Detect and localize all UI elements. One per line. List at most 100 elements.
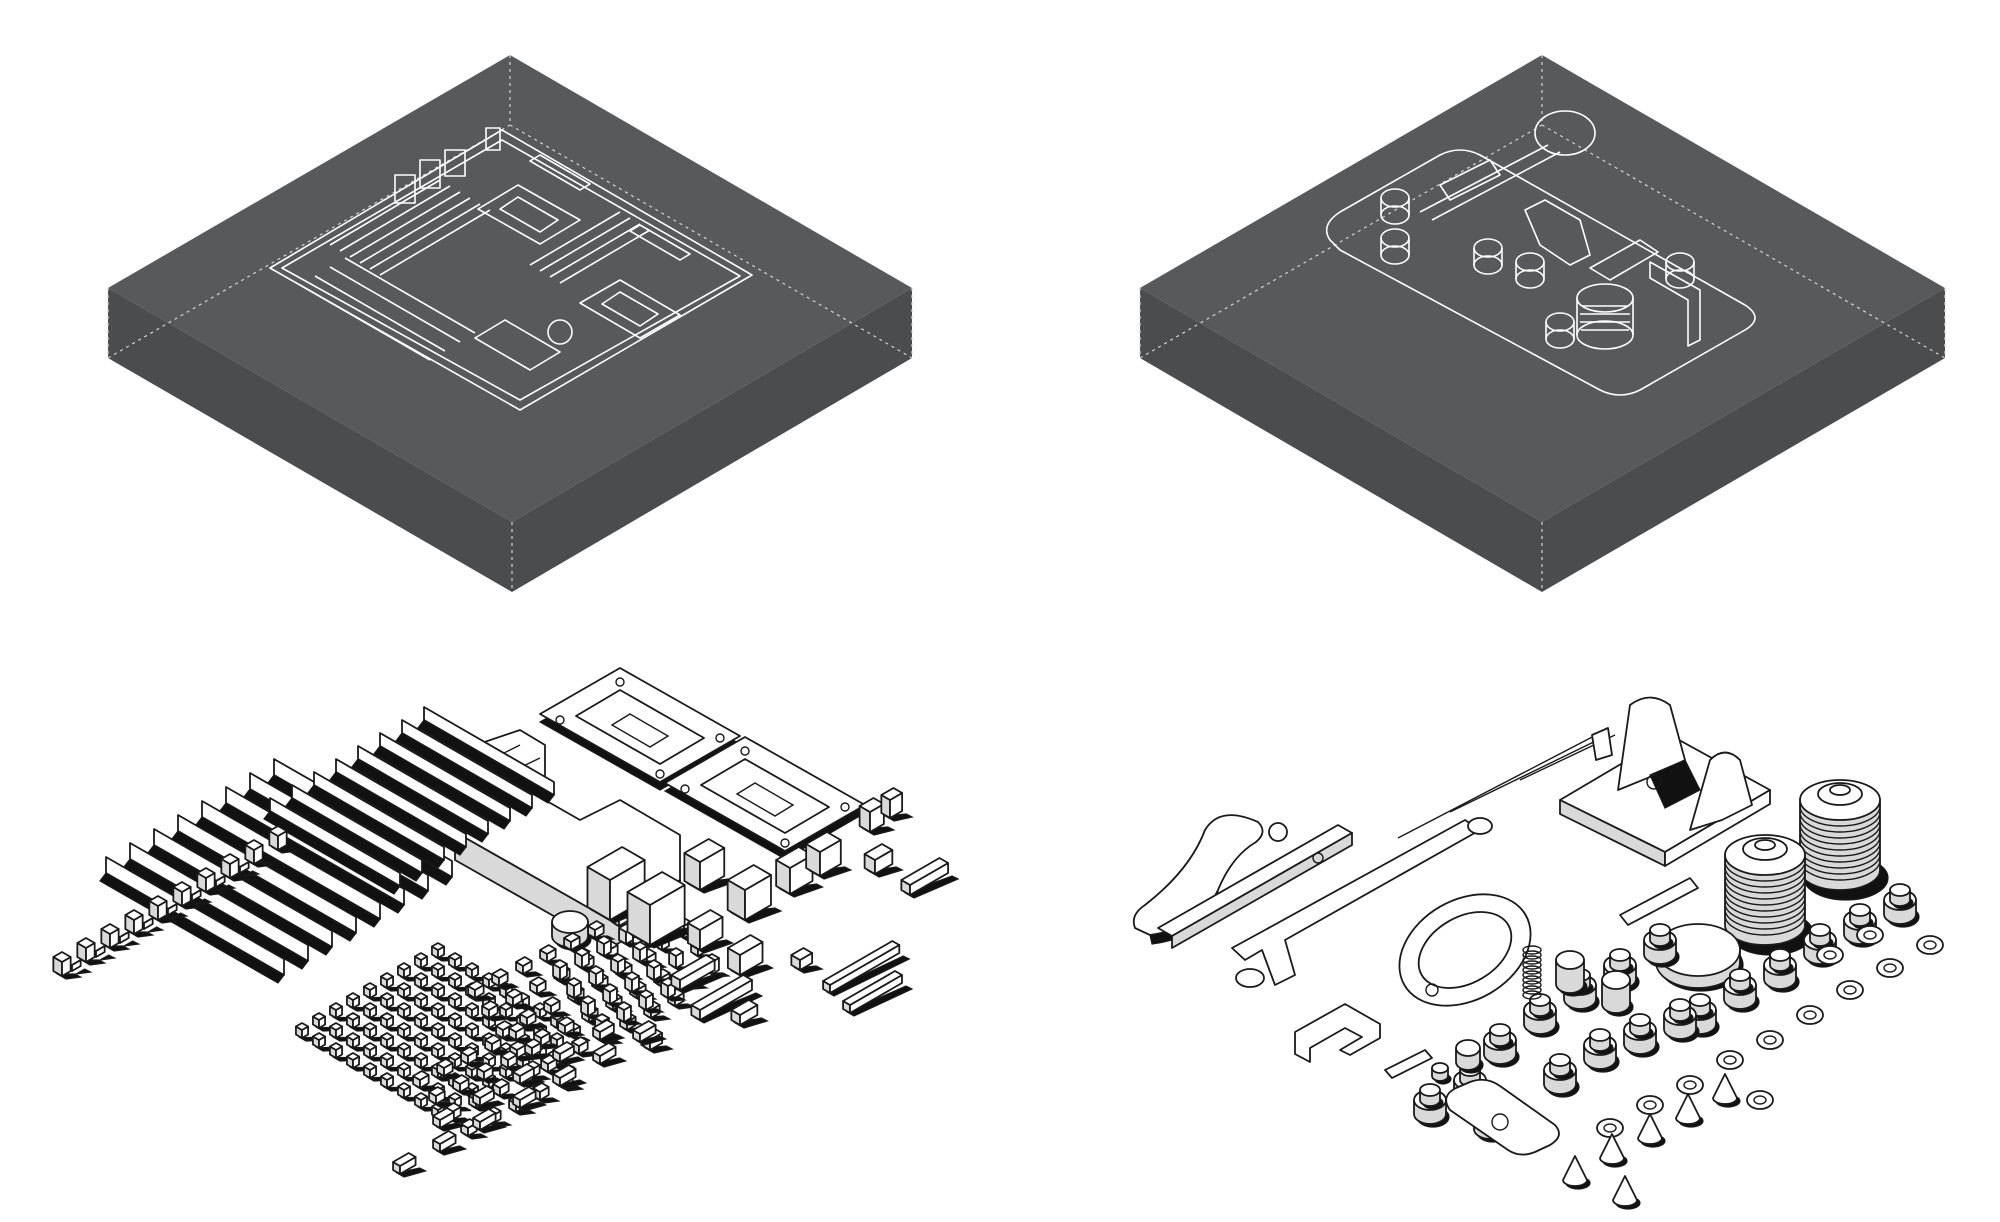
small-link	[1384, 1049, 1433, 1079]
top	[196, 867, 216, 879]
washer	[1756, 1030, 1784, 1050]
cpu-socket-a-core	[499, 196, 559, 233]
top	[448, 1092, 462, 1101]
top	[863, 843, 894, 861]
top	[626, 871, 686, 906]
top	[431, 1042, 445, 1051]
top	[602, 983, 618, 993]
cylinder-top	[1649, 923, 1671, 937]
top	[624, 971, 640, 981]
top	[552, 959, 568, 969]
memory-slot-shadow	[263, 810, 401, 895]
resistor	[484, 1034, 513, 1056]
top	[482, 1052, 496, 1061]
shadow	[98, 954, 117, 961]
smd-component	[519, 1008, 548, 1030]
power-connector	[805, 831, 853, 880]
top	[329, 1002, 343, 1011]
memory-slot-shadow	[219, 802, 405, 914]
cone	[1637, 1113, 1666, 1148]
cone-body	[1637, 1113, 1663, 1145]
top	[533, 1028, 551, 1039]
top	[431, 1022, 445, 1031]
pin-header	[842, 970, 914, 1017]
pin-long	[1449, 734, 1609, 813]
top	[543, 996, 561, 1007]
socket-window	[575, 689, 705, 765]
cylinder-top	[1555, 950, 1585, 970]
knob-top	[1589, 1028, 1614, 1055]
smd-component	[571, 1036, 600, 1058]
washer-inner	[1763, 1035, 1777, 1045]
knob-top	[1889, 883, 1914, 910]
top	[452, 1074, 470, 1085]
cylinder-top	[1689, 993, 1711, 1007]
top	[900, 857, 950, 886]
pedestal-shadow	[1649, 759, 1701, 809]
ram-slots-right	[529, 211, 651, 284]
top	[380, 1032, 394, 1041]
top	[512, 1086, 537, 1101]
top	[880, 787, 904, 801]
pin-long	[1397, 733, 1599, 839]
pin-block	[397, 982, 421, 1002]
top	[638, 989, 654, 999]
knob-top	[1419, 1083, 1444, 1110]
knob-top	[1849, 903, 1874, 930]
cone	[1599, 1133, 1628, 1168]
socket-core	[610, 713, 670, 748]
cone-body	[1599, 1133, 1625, 1165]
top	[428, 1086, 446, 1097]
block-right-face	[1542, 288, 1945, 592]
top	[380, 1072, 394, 1081]
block-right-face	[512, 288, 912, 592]
pin-block	[363, 1062, 387, 1082]
top	[566, 977, 582, 987]
top	[414, 952, 428, 961]
smd-component	[592, 1019, 626, 1044]
top	[363, 1042, 377, 1051]
washer-outer	[1876, 958, 1904, 978]
header-connector	[880, 787, 914, 822]
memory-slot	[307, 771, 445, 869]
smd-component	[557, 1016, 586, 1038]
rod-body	[1619, 877, 1699, 926]
top	[690, 974, 753, 1011]
cylinder-top	[1529, 993, 1551, 1007]
washer	[1746, 1090, 1774, 1110]
top	[380, 992, 394, 1001]
cone	[1675, 1093, 1704, 1128]
memory-slot	[373, 732, 511, 830]
coil-left	[1724, 834, 1814, 956]
block-left-face	[1140, 288, 1542, 592]
top	[397, 1002, 411, 1011]
washer	[1636, 1095, 1664, 1115]
coil-turn	[1724, 878, 1806, 900]
top	[592, 1042, 617, 1057]
cone	[1612, 1175, 1641, 1210]
top	[465, 1022, 479, 1031]
washer-inner	[1843, 985, 1857, 995]
top	[586, 846, 646, 881]
memory-slot-shadow	[307, 784, 445, 869]
top	[295, 1022, 309, 1031]
washer-outer	[1856, 925, 1884, 945]
key-bracket	[1649, 261, 1701, 347]
top	[448, 972, 462, 981]
socket-screw	[555, 715, 565, 725]
spring-pins	[1397, 727, 1616, 839]
pin-header	[690, 974, 764, 1024]
threaded-rod	[1619, 877, 1699, 926]
knob-top	[1489, 1023, 1514, 1050]
top	[397, 1062, 411, 1071]
memory-slot-rail	[119, 931, 141, 947]
washer-outer	[1816, 945, 1844, 965]
smd-component	[472, 1085, 506, 1110]
panel-motherboard-exploded	[52, 667, 960, 1178]
smd-component	[552, 1064, 588, 1090]
smd-component	[392, 1152, 428, 1178]
pin-header	[730, 999, 769, 1029]
top	[329, 1022, 343, 1031]
top	[472, 1085, 495, 1099]
cone-body	[1562, 1155, 1588, 1187]
